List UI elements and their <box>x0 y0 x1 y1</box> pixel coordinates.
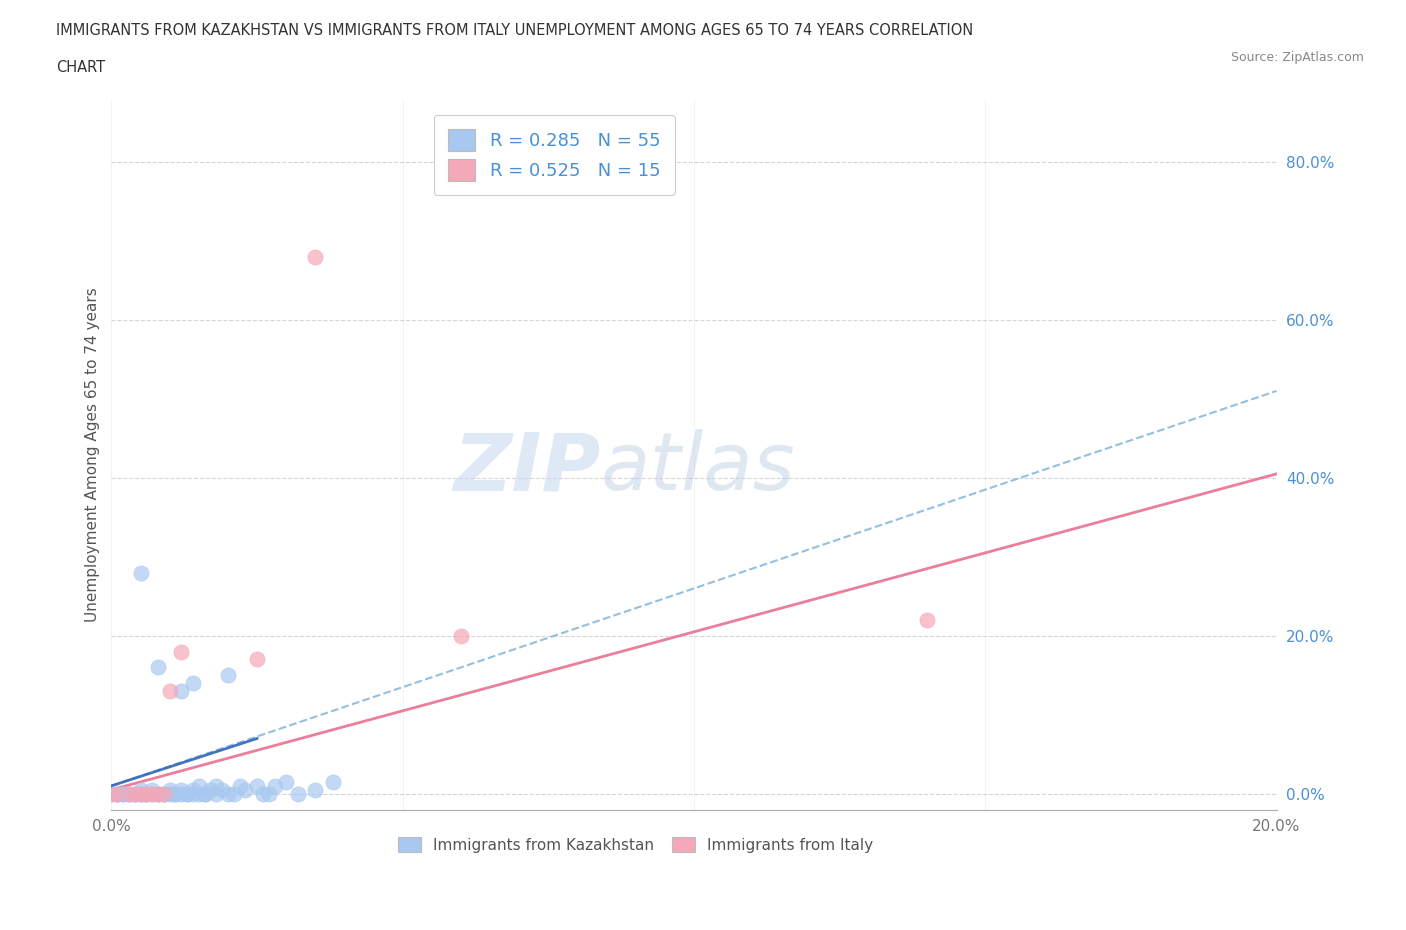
Point <box>141 786 163 801</box>
Point <box>124 786 146 801</box>
Point <box>450 629 472 644</box>
Point <box>257 786 280 801</box>
Point <box>129 786 152 801</box>
Point <box>165 786 187 801</box>
Point <box>141 782 163 797</box>
Point <box>200 782 222 797</box>
Point <box>246 652 269 667</box>
Text: CHART: CHART <box>56 60 105 75</box>
Point <box>263 778 285 793</box>
Point <box>105 786 128 801</box>
Point <box>194 786 217 801</box>
Point <box>205 778 228 793</box>
Point <box>170 782 193 797</box>
Point <box>205 786 228 801</box>
Point <box>915 613 938 628</box>
Y-axis label: Unemployment Among Ages 65 to 74 years: Unemployment Among Ages 65 to 74 years <box>86 286 100 621</box>
Point <box>118 786 141 801</box>
Point <box>235 782 257 797</box>
Point <box>124 786 146 801</box>
Point <box>146 786 169 801</box>
Point <box>187 778 209 793</box>
Point <box>211 782 233 797</box>
Point <box>252 786 274 801</box>
Point <box>105 786 128 801</box>
Point <box>135 786 157 801</box>
Point <box>135 786 157 801</box>
Point <box>159 684 181 698</box>
Point <box>141 786 163 801</box>
Point <box>304 249 326 264</box>
Point <box>100 786 122 801</box>
Point <box>159 782 181 797</box>
Point <box>217 668 239 683</box>
Point <box>153 786 176 801</box>
Point <box>129 786 152 801</box>
Point <box>181 786 204 801</box>
Legend: Immigrants from Kazakhstan, Immigrants from Italy: Immigrants from Kazakhstan, Immigrants f… <box>392 830 880 858</box>
Point <box>170 684 193 698</box>
Point <box>118 786 141 801</box>
Point <box>246 778 269 793</box>
Point <box>322 775 344 790</box>
Point <box>153 786 176 801</box>
Point <box>165 786 187 801</box>
Point <box>118 786 141 801</box>
Point <box>194 786 217 801</box>
Point <box>187 786 209 801</box>
Point <box>228 778 250 793</box>
Point <box>217 786 239 801</box>
Text: IMMIGRANTS FROM KAZAKHSTAN VS IMMIGRANTS FROM ITALY UNEMPLOYMENT AMONG AGES 65 T: IMMIGRANTS FROM KAZAKHSTAN VS IMMIGRANTS… <box>56 23 973 38</box>
Point <box>105 786 128 801</box>
Point <box>129 786 152 801</box>
Point <box>304 782 326 797</box>
Point <box>276 775 298 790</box>
Point <box>159 786 181 801</box>
Point <box>146 786 169 801</box>
Point <box>100 786 122 801</box>
Point <box>146 786 169 801</box>
Point <box>287 786 309 801</box>
Point <box>129 782 152 797</box>
Point <box>170 644 193 659</box>
Point <box>181 676 204 691</box>
Text: atlas: atlas <box>600 430 796 508</box>
Point <box>129 565 152 580</box>
Point <box>124 786 146 801</box>
Point <box>112 786 135 801</box>
Point <box>176 786 198 801</box>
Point <box>135 786 157 801</box>
Text: Source: ZipAtlas.com: Source: ZipAtlas.com <box>1230 51 1364 64</box>
Point <box>146 660 169 675</box>
Point <box>176 786 198 801</box>
Text: ZIP: ZIP <box>453 430 600 508</box>
Point <box>181 782 204 797</box>
Point <box>170 786 193 801</box>
Point <box>112 786 135 801</box>
Point <box>222 786 245 801</box>
Point <box>153 786 176 801</box>
